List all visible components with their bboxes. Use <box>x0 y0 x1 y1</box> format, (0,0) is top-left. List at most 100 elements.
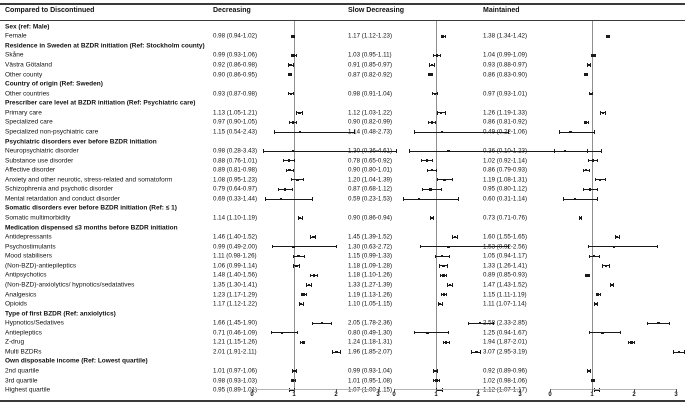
point-estimate-marker <box>584 73 588 76</box>
ci-cap <box>446 273 448 278</box>
estimate-ci-text: 0.99 (0.93-1.04) <box>348 367 393 375</box>
ci-cap <box>558 130 560 134</box>
ci-cap <box>290 53 292 58</box>
forest-row: 2nd quartile 1.01 (0.97-1.06) 0.99 (0.93-1… <box>0 366 685 376</box>
ci-cap <box>492 321 494 325</box>
forest-row: Multi BZDRs 2.01 (1.91-2.11) 1.96 (1.85-2.… <box>0 347 685 357</box>
ci-cap <box>508 130 510 134</box>
point-estimate-marker <box>425 159 428 162</box>
ci-cap <box>287 72 289 77</box>
estimate-ci-text: 1.35 (1.30-1.41) <box>213 281 258 289</box>
point-estimate-marker <box>444 341 448 344</box>
row-label: Medication dispensed ≤3 months before BZ… <box>5 224 178 232</box>
forest-row: Z-drug 1.21 (1.15-1.26) 1.24 (1.18-1.31) 1.… <box>0 338 685 348</box>
estimate-ci-text: 1.07 (1.00-1.15) <box>348 386 393 394</box>
estimate-ci-text: 0.93 (0.87-0.98) <box>213 90 258 98</box>
forest-row: Schizophrenia and psychotic disorder 0.79… <box>0 185 685 195</box>
axis-tick-label: 1 <box>434 392 438 398</box>
estimate-ci-text: 1.21 (1.15-1.26) <box>213 338 258 346</box>
ci-cap <box>441 292 442 297</box>
ci-cap <box>315 235 317 239</box>
point-estimate-marker <box>288 73 291 76</box>
forest-row: Neuropsychiatric disorder 0.98 (0.28-3.43… <box>0 146 685 156</box>
point-estimate-marker <box>630 341 633 344</box>
estimate-ci-text: 0.90 (0.80-1.01) <box>348 166 393 174</box>
ci-cap <box>283 158 285 163</box>
ci-cap <box>265 197 267 201</box>
row-label: Mood stabilisers <box>5 252 52 260</box>
ci-cap <box>312 197 313 201</box>
x-axis-line <box>394 389 520 390</box>
ci-cap <box>294 378 296 383</box>
axis-tick <box>252 389 253 392</box>
estimate-ci-text: 0.78 (0.65-0.92) <box>348 157 393 165</box>
row-label: Substance use disorder <box>5 157 74 165</box>
estimate-ci-text: 1.30 (0.36-4.61) <box>348 147 393 155</box>
ci-cap <box>292 369 294 373</box>
ci-cap <box>306 283 308 287</box>
estimate-ci-text: 0.59 (0.23-1.53) <box>348 195 393 203</box>
ci-cap <box>673 350 675 354</box>
forest-row: Antiepleptics 0.71 (0.46-1.09) 0.80 (0.49-… <box>0 328 685 338</box>
point-estimate-marker <box>426 331 429 334</box>
ci-cap <box>432 369 434 373</box>
row-label: Psychiatric disorders ever before BZDR i… <box>5 138 157 146</box>
estimate-ci-text: 1.13 (1.05-1.21) <box>213 109 258 117</box>
estimate-ci-text: 1.96 (1.85-2.07) <box>348 348 393 356</box>
forest-row: 3rd quartile 0.98 (0.93-1.03) 1.01 (0.95-1… <box>0 376 685 386</box>
ci-cap <box>448 331 450 335</box>
estimate-ci-text: 1.15 (0.54-2.43) <box>213 128 258 136</box>
estimate-ci-text: 1.25 (0.94-1.67) <box>483 329 528 337</box>
ci-cap <box>451 235 453 239</box>
point-estimate-marker <box>601 331 604 334</box>
row-label: Other countries <box>5 90 50 98</box>
forest-row: Substance use disorder 0.88 (0.76-1.01) 0.… <box>0 156 685 166</box>
point-estimate-marker <box>435 379 438 382</box>
ci-cap <box>294 34 296 39</box>
ci-cap <box>588 120 590 125</box>
row-label: Skåne <box>5 51 24 59</box>
ci-cap <box>331 321 333 325</box>
point-estimate-marker <box>595 388 599 392</box>
estimate-ci-text: 1.60 (1.55-1.65) <box>483 233 528 241</box>
row-label: Prescriber care level at BZDR initiation… <box>5 99 196 107</box>
ci-cap <box>317 273 318 278</box>
estimate-ci-text: 1.46 (1.40-1.52) <box>213 233 258 241</box>
point-estimate-marker <box>291 121 294 124</box>
forest-row: Antidepressants 1.46 (1.40-1.52) 1.45 (1.3… <box>0 232 685 242</box>
ci-cap <box>588 92 590 96</box>
row-label: Other county <box>5 71 43 79</box>
ci-cap <box>297 331 299 335</box>
point-estimate-marker <box>589 92 592 95</box>
column-header-slow-decreasing: Slow Decreasing <box>348 7 405 14</box>
ci-cap <box>290 378 292 383</box>
ci-whisker <box>272 246 336 248</box>
point-estimate-marker <box>283 188 287 191</box>
estimate-ci-text: 0.97 (0.93-1.01) <box>483 90 528 98</box>
point-estimate-marker <box>604 264 608 268</box>
ci-cap <box>293 158 295 163</box>
ci-cap <box>303 178 305 182</box>
point-estimate-marker <box>440 130 444 134</box>
row-label: Own disposable income (Ref: Lowest quart… <box>5 357 148 365</box>
ci-cap <box>292 63 294 67</box>
estimate-ci-text: 1.02 (0.92-1.14) <box>483 157 528 165</box>
ci-whisker <box>274 131 355 133</box>
point-estimate-marker <box>563 149 567 153</box>
forest-row: Female 0.98 (0.94-1.02) 1.17 (1.12-1.23) 1.… <box>0 32 685 42</box>
point-estimate-marker <box>288 169 291 172</box>
estimate-ci-text: 0.86 (0.79-0.93) <box>483 166 528 174</box>
ci-cap <box>594 378 595 383</box>
ci-whisker <box>263 150 397 152</box>
ci-cap <box>395 149 397 153</box>
ci-cap <box>585 273 587 278</box>
point-estimate-marker <box>299 130 302 134</box>
estimate-ci-text: 1.14 (0.48-2.73) <box>348 128 393 136</box>
ci-cap <box>435 388 437 392</box>
ci-cap <box>590 63 592 67</box>
ci-cap <box>353 130 355 134</box>
ci-cap <box>581 216 583 220</box>
estimate-ci-text: 1.01 (0.95-1.08) <box>348 377 393 385</box>
point-estimate-marker <box>453 235 457 239</box>
estimate-ci-text: 1.14 (1.10-1.19) <box>213 214 258 222</box>
